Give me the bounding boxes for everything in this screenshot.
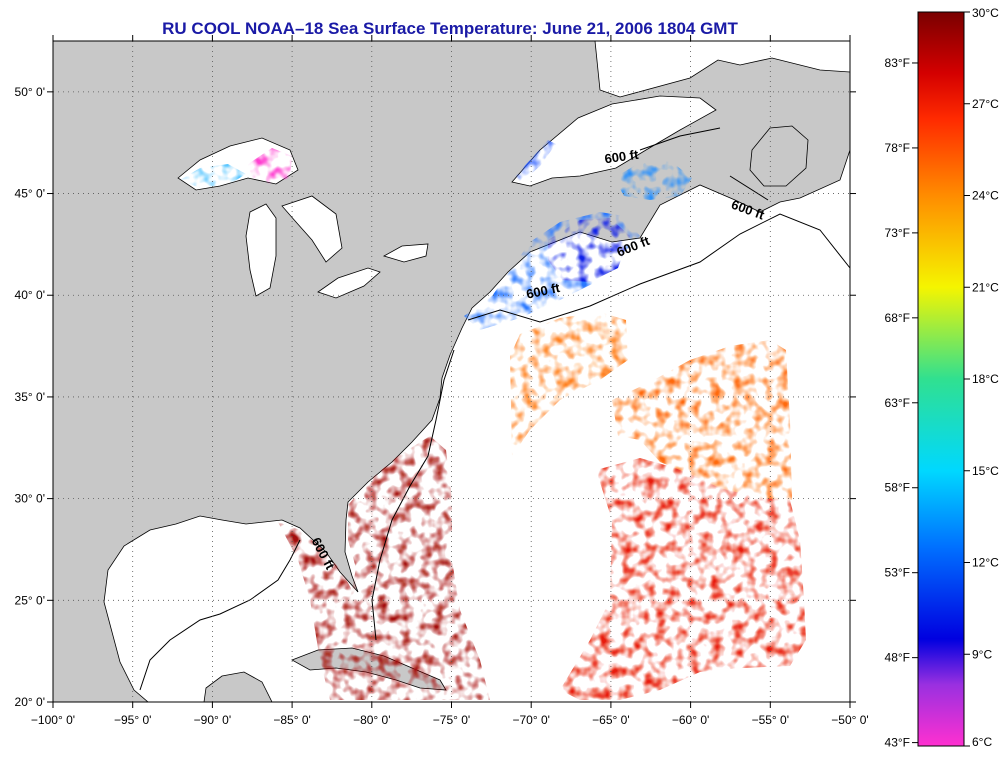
colorbar-label-fahrenheit: 78°F [885,141,910,155]
land-yucatan [203,671,273,702]
sst-superior [248,148,292,184]
lake-ontario [382,243,429,263]
graticule [53,41,850,702]
lon-tick-label: −100° 0' [31,713,75,727]
colorbar-label-fahrenheit: 48°F [885,651,910,665]
colorbar-label-fahrenheit: 63°F [885,396,910,410]
colorbar-label-celsius: 21°C [972,280,999,294]
land-newfoundland [749,125,809,187]
lon-axis-labels: −100° 0' −95° 0' −90° 0' −85° 0' −80° 0' −75°… [31,713,869,727]
sst-swaths [180,140,806,700]
sst-st-lawrence-strip [512,140,556,184]
lon-tick-label: −80° 0' [353,713,390,727]
colorbar-label-celsius: 6°C [972,735,992,749]
lat-tick-label: 45° 0' [15,187,45,201]
colorbar-label-fahrenheit: 43°F [885,736,910,750]
st-lawrence [511,95,717,187]
lon-tick-label: −75° 0' [433,713,470,727]
colorbar-label-fahrenheit: 58°F [885,481,910,495]
lake-huron [281,195,343,263]
sst-gulf-stream [510,312,628,456]
colorbar-label-celsius: 12°C [972,556,999,570]
colorbar-label-fahrenheit: 83°F [885,56,910,70]
lat-tick-label: 25° 0' [15,593,45,607]
lon-tick-label: −55° 0' [752,713,789,727]
lon-tick-label: −60° 0' [672,713,709,727]
colorbar-label-celsius: 15°C [972,464,999,478]
colorbar-celsius-labels: 30°C 27°C 24°C 21°C 18°C 15°C 12°C 9°C 6°C [964,6,999,749]
contour-600ft [139,127,850,691]
lat-axis-labels: 20° 0' 25° 0' 30° 0' 35° 0' 40° 0' 45° 0' 50° … [15,85,45,709]
lon-tick-label: −95° 0' [114,713,151,727]
colorbar-label-fahrenheit: 73°F [885,226,910,240]
lon-tick-label: −85° 0' [273,713,310,727]
colorbar-scale [917,11,965,747]
sst-superior-west [180,164,246,188]
contour-label-600ft: 600 ft [604,147,640,167]
colorbar-label-celsius: 24°C [972,189,999,203]
lat-tick-label: 30° 0' [15,492,45,506]
colorbar-label-celsius: 30°C [972,6,999,20]
lat-tick-label: 50° 0' [15,85,45,99]
colorbar-fahrenheit-labels: 83°F 78°F 73°F 68°F 63°F 58°F 53°F 48°F 43°F [885,56,918,750]
colorbar-label-fahrenheit: 68°F [885,311,910,325]
land-north-america [53,41,850,702]
colorbar-label-celsius: 18°C [972,372,999,386]
lat-tick-label: 40° 0' [15,288,45,302]
contour-label-600ft: 600 ft [525,280,562,302]
colorbar: 30°C 27°C 24°C 21°C 18°C 15°C 12°C 9°C 6°C 83°F 7… [885,6,1000,750]
colorbar-label-celsius: 27°C [972,97,999,111]
colorbar-label-celsius: 9°C [972,647,992,661]
map-title: RU COOL NOAA–18 Sea Surface Temperature:… [162,19,738,38]
colorbar-label-fahrenheit: 53°F [885,566,910,580]
sst-central-atlantic [612,340,792,500]
lake-michigan [245,203,277,297]
axis-ticks [47,35,856,708]
lon-tick-label: −90° 0' [194,713,231,727]
lon-tick-label: −70° 0' [512,713,549,727]
lake-erie [317,267,381,299]
lon-tick-label: −65° 0' [592,713,629,727]
sst-gulf-florida [278,436,490,700]
sst-gulf-st-lawrence [614,160,692,200]
lat-tick-label: 20° 0' [15,695,45,709]
lon-tick-label: −50° 0' [831,713,868,727]
sst-gulf-of-maine [548,218,630,282]
lat-tick-label: 35° 0' [15,390,45,404]
sst-west-atlantic [560,458,806,700]
